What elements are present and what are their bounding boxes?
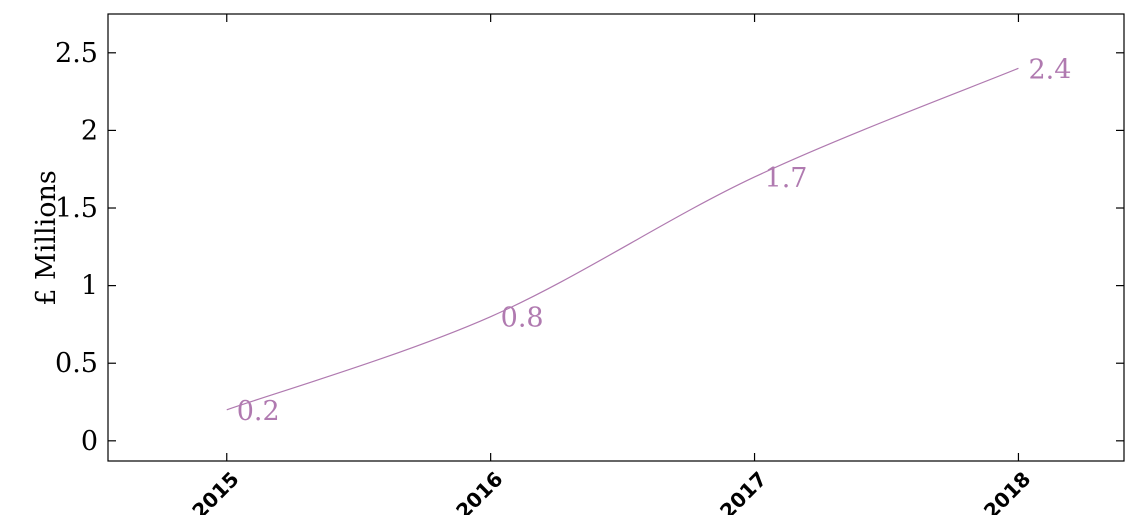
x-axis-ticks: 2015 2016 2017 2018 — [187, 14, 1035, 515]
axes — [107, 13, 1125, 462]
plot-frame — [107, 13, 1125, 462]
x-tick-label-1: 2016 — [451, 467, 507, 515]
data-label-3: 2.4 — [1028, 54, 1071, 85]
x-tick-label-2: 2017 — [715, 467, 771, 515]
y-tick-label-0: 0 — [81, 426, 98, 457]
series-line — [226, 67, 1019, 411]
y-tick-label-2: 1 — [81, 271, 98, 302]
data-label-0: 0.2 — [237, 396, 280, 427]
data-label-2: 1.7 — [765, 163, 808, 194]
x-tick-label-0: 2015 — [187, 467, 243, 515]
x-tick-label-3: 2018 — [979, 467, 1035, 515]
y-tick-label-3: 1.5 — [55, 193, 98, 224]
y-tick-label-5: 2.5 — [55, 38, 98, 69]
y-tick-label-4: 2 — [81, 115, 98, 146]
y-axis-ticks: 0 0.5 1 1.5 2 2.5 — [55, 38, 1124, 457]
data-labels: 0.2 0.8 1.7 2.4 — [237, 54, 1072, 426]
data-label-1: 0.8 — [501, 303, 544, 334]
series-line-group — [226, 67, 1019, 411]
y-tick-label-1: 0.5 — [55, 348, 98, 379]
y-axis-label: £ Millions — [31, 170, 62, 305]
